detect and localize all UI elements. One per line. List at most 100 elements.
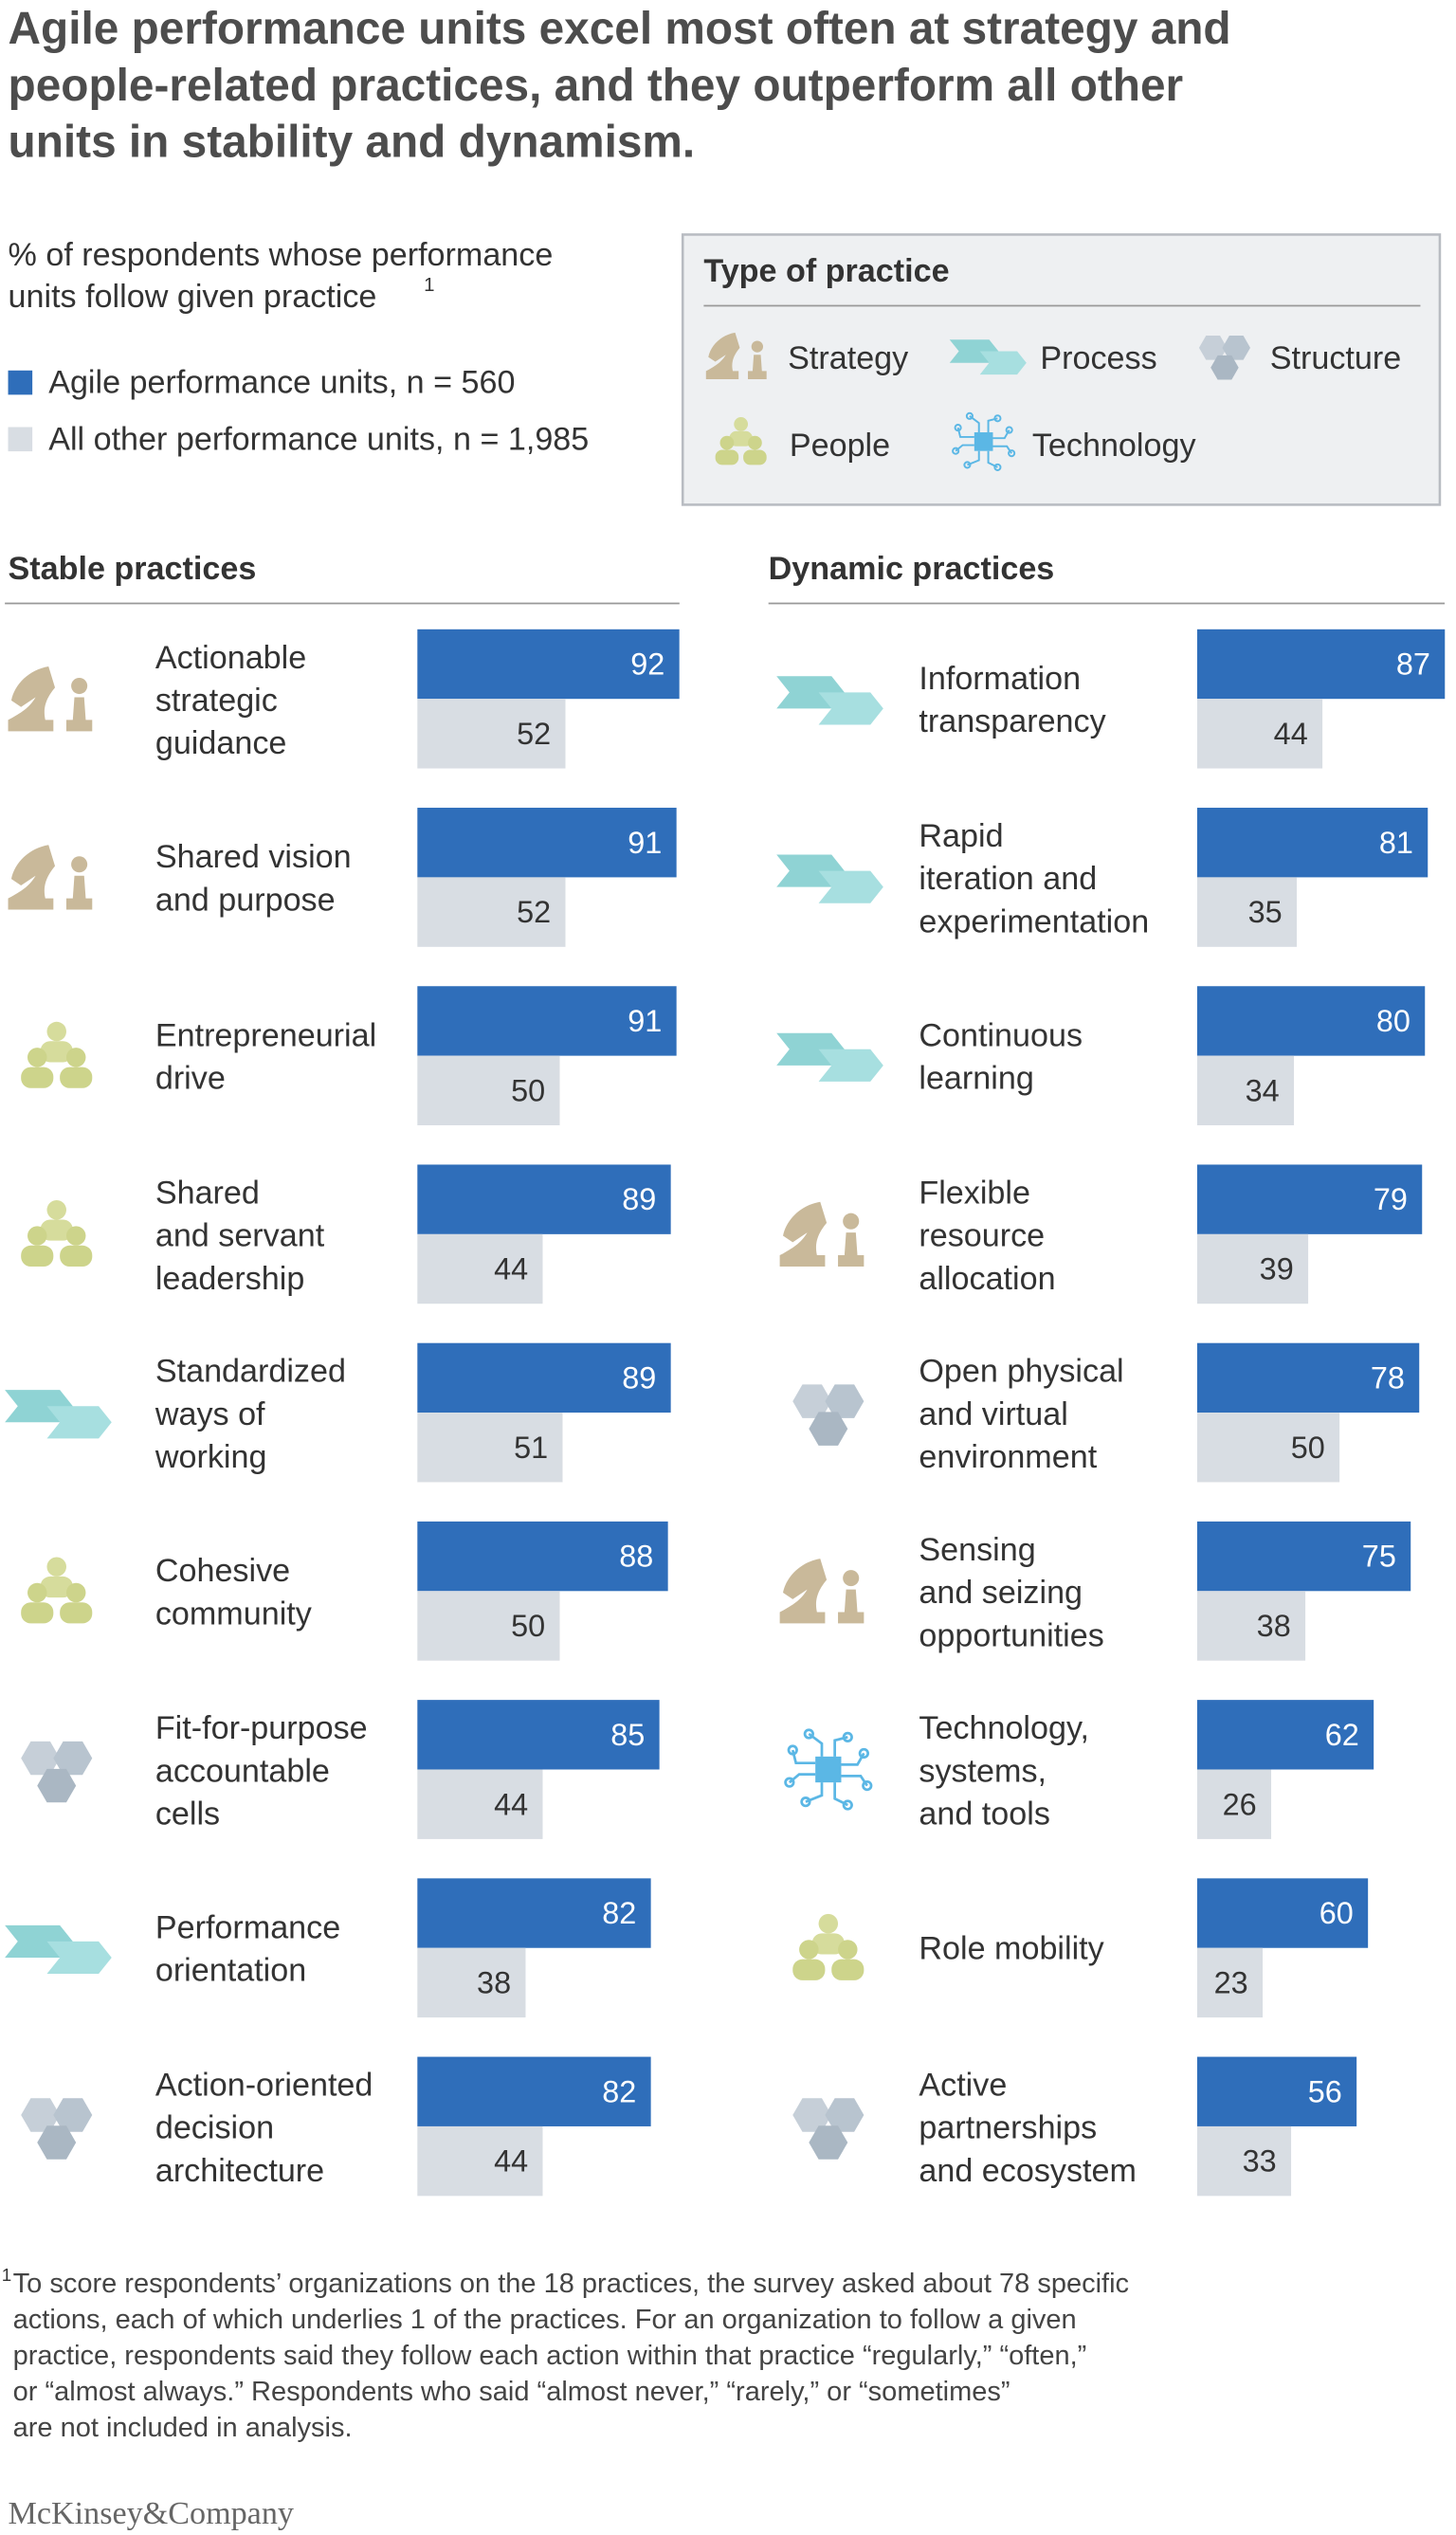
bar: [417, 1342, 671, 1413]
bar: [1196, 2056, 1357, 2126]
value-label: 51: [514, 1431, 548, 1465]
icon-shape: [27, 1582, 47, 1603]
icon-shape: [954, 424, 962, 432]
bar: [417, 1769, 543, 1839]
icon-shape: [751, 340, 764, 353]
icon-shape: [715, 449, 739, 465]
value-label: 60: [1320, 1896, 1354, 1930]
bar: [417, 1055, 560, 1126]
type-label: Technology: [1032, 428, 1196, 464]
icon-shape: [825, 2098, 864, 2132]
type-label: People: [790, 428, 890, 464]
icon-shape: [71, 678, 88, 695]
icon-shape: [803, 1728, 814, 1740]
icon-shape: [818, 1049, 883, 1082]
icon-shape: [952, 447, 960, 455]
value-label: 78: [1371, 1360, 1405, 1395]
value-label: 56: [1308, 2074, 1342, 2108]
practice-icon: [8, 845, 93, 910]
bar: [1196, 1055, 1295, 1126]
icon-shape: [843, 1213, 860, 1230]
bar: [417, 877, 566, 947]
value-label: 82: [602, 1896, 636, 1930]
icon-shape: [809, 1412, 848, 1446]
icon-shape: [792, 1384, 832, 1418]
icon-shape: [967, 450, 980, 466]
icon-shape: [963, 461, 972, 469]
bar: [417, 1233, 543, 1304]
value-label: 52: [517, 717, 551, 751]
icon-shape: [27, 1226, 47, 1246]
practice-icon: [776, 1032, 883, 1082]
footnote-marker: 1: [424, 274, 434, 296]
icon-shape: [40, 1041, 73, 1063]
icon-shape: [21, 1602, 54, 1624]
icon-shape: [65, 1226, 86, 1246]
practice-icon: [776, 676, 883, 725]
legend-label: Agile performance units, n = 560: [48, 365, 515, 401]
icon-shape: [40, 1219, 73, 1241]
practice-icon: [1198, 336, 1250, 380]
icon-shape: [838, 1940, 858, 1960]
icon-shape: [799, 1940, 819, 1960]
panel-title: Dynamic practices: [769, 551, 1055, 587]
icon-shape: [729, 430, 753, 447]
icon-shape: [784, 1777, 795, 1788]
practice-icon: [779, 1201, 864, 1267]
value-label: 44: [494, 1252, 528, 1286]
icon-shape: [8, 666, 56, 732]
value-label: 87: [1396, 647, 1430, 682]
practice-icon: [8, 666, 93, 732]
icon-shape: [21, 2098, 61, 2132]
category-label: Performance orientation: [155, 1909, 340, 1988]
icon-shape: [1005, 426, 1013, 434]
icon-shape: [842, 1731, 853, 1743]
bar: [1196, 629, 1446, 700]
icon-shape: [65, 1582, 86, 1603]
category-label: Sensing and seizing opportunities: [919, 1532, 1103, 1653]
value-label: 44: [1274, 717, 1308, 751]
category-label: Shared vision and purpose: [155, 839, 352, 918]
icon-shape: [65, 1048, 86, 1067]
icon-shape: [37, 1768, 77, 1803]
value-label: 33: [1243, 2144, 1277, 2179]
icon-shape: [60, 1602, 93, 1624]
icon-shape: [65, 697, 93, 732]
icon-shape: [65, 875, 93, 910]
category-label: Flexible resource allocation: [919, 1175, 1055, 1296]
practice-icon: [779, 1559, 864, 1624]
bar: [1196, 1878, 1369, 1948]
bar: [1196, 699, 1323, 769]
category-label: Open physical and virtual environment: [919, 1354, 1123, 1475]
category-label: Information transparency: [919, 661, 1105, 739]
icon-shape: [993, 463, 1002, 471]
icon-shape: [779, 1559, 828, 1624]
icon-shape: [734, 417, 749, 431]
type-label: Process: [1040, 340, 1156, 376]
logo: McKinsey&Company: [9, 2496, 294, 2531]
value-label: 91: [628, 1004, 662, 1038]
value-label: 44: [494, 1787, 528, 1821]
value-label: 38: [1257, 1609, 1291, 1643]
value-label: 34: [1246, 1073, 1280, 1107]
value-label: 50: [511, 1073, 545, 1107]
practice-icon: [5, 1390, 112, 1439]
legend-swatch: [8, 370, 33, 395]
legend-swatch: [8, 427, 33, 452]
category-label: Actionable strategic guidance: [155, 640, 306, 761]
value-label: 26: [1223, 1787, 1257, 1821]
icon-shape: [21, 1741, 61, 1776]
icon-shape: [858, 1747, 869, 1760]
bar: [1196, 877, 1298, 947]
icon-shape: [21, 1067, 54, 1088]
value-label: 50: [511, 1609, 545, 1643]
practice-icon: [21, 1200, 93, 1267]
icon-shape: [46, 1406, 112, 1439]
value-label: 89: [622, 1182, 656, 1216]
bar: [1196, 1521, 1411, 1592]
icon-shape: [969, 415, 980, 433]
value-label: 81: [1379, 826, 1413, 860]
type-label: Structure: [1270, 340, 1401, 376]
practice-icon: [21, 1741, 93, 1803]
practice-icon: [952, 411, 1016, 471]
